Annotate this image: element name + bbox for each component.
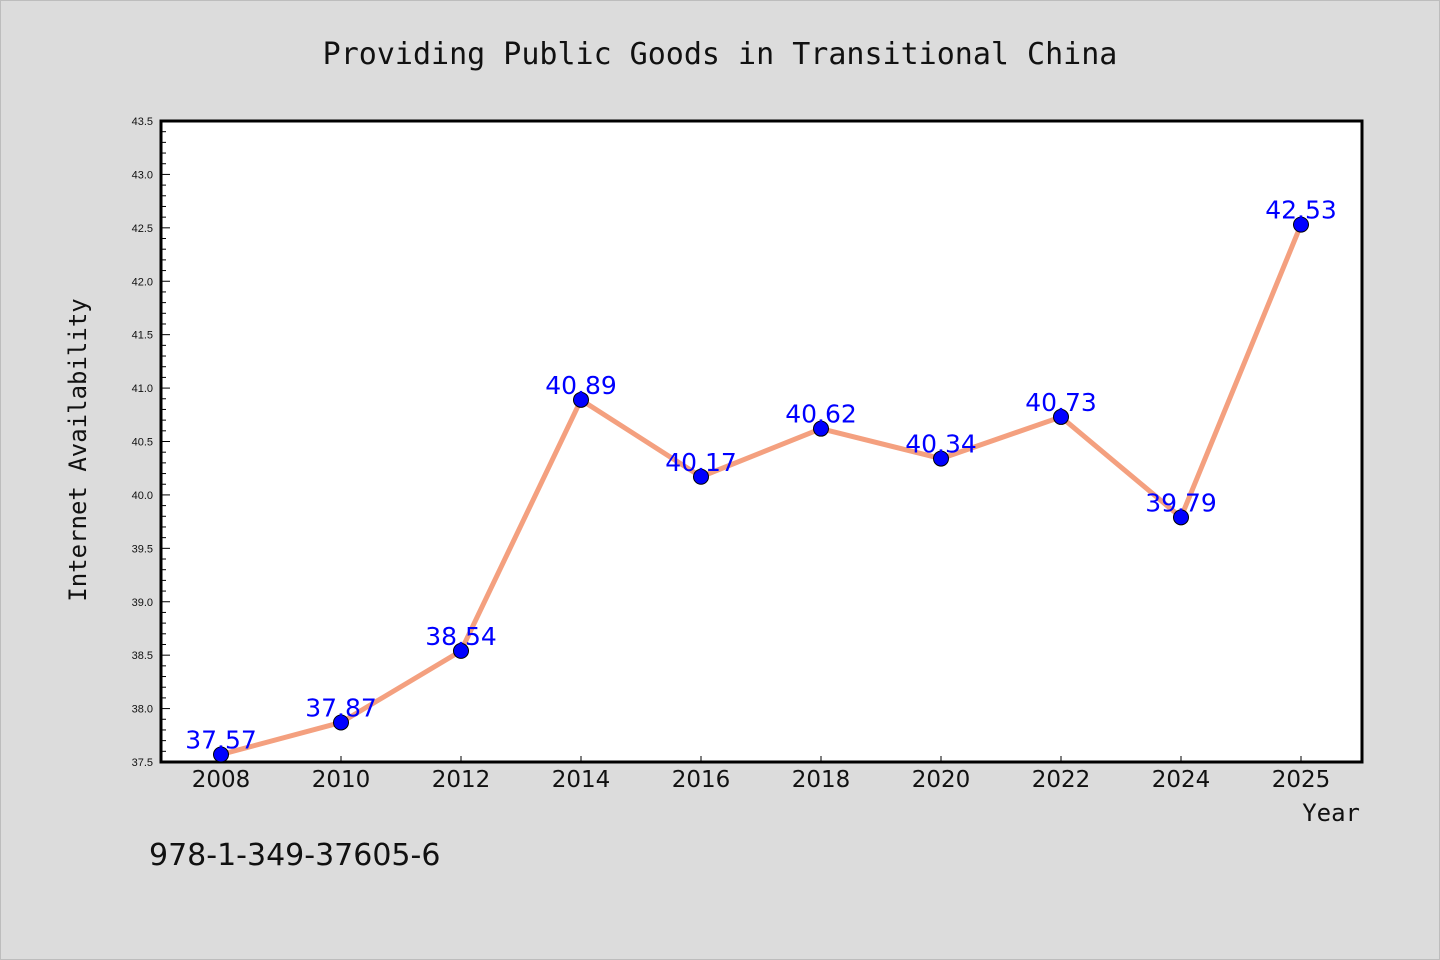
data-point bbox=[213, 746, 229, 763]
x-tick-label: 2016 bbox=[672, 767, 731, 793]
footnote-isbn: 978-1-349-37605-6 bbox=[149, 838, 440, 873]
x-tick-label: 2022 bbox=[1032, 767, 1091, 793]
x-tick-label: 2020 bbox=[912, 767, 971, 793]
data-point bbox=[813, 420, 829, 437]
data-label: 38.54 bbox=[425, 622, 497, 651]
y-tick-label: 40.0 bbox=[132, 490, 153, 502]
data-point bbox=[453, 642, 469, 659]
y-tick-label: 42.5 bbox=[132, 223, 153, 235]
x-tick-label: 2012 bbox=[432, 767, 491, 793]
data-label: 40.34 bbox=[905, 430, 977, 459]
y-tick-label: 39.5 bbox=[132, 543, 153, 555]
x-tick-label: 2010 bbox=[312, 767, 371, 793]
chart-title: Providing Public Goods in Transitional C… bbox=[323, 37, 1118, 72]
data-label: 40.73 bbox=[1025, 388, 1097, 417]
y-tick-label: 43.0 bbox=[132, 169, 153, 181]
data-label: 37.87 bbox=[305, 693, 377, 722]
x-axis: 2008 2010 2012 2014 2016 2018 2020 2022 2024 2025 bbox=[192, 756, 1331, 793]
y-tick-label: 41.5 bbox=[132, 330, 153, 342]
y-tick-label: 37.5 bbox=[132, 757, 153, 769]
data-label: 40.89 bbox=[545, 371, 617, 400]
data-point bbox=[1053, 408, 1069, 425]
x-axis-label: Year bbox=[1302, 799, 1360, 827]
y-tick-label: 41.0 bbox=[132, 383, 153, 395]
y-tick-label: 40.5 bbox=[132, 437, 153, 449]
x-tick-label: 2024 bbox=[1152, 767, 1211, 793]
data-point bbox=[1173, 509, 1189, 526]
data-point bbox=[693, 468, 709, 485]
data-point bbox=[1293, 216, 1309, 233]
data-label: 42.53 bbox=[1265, 196, 1337, 225]
y-axis-label: Internet Availability bbox=[64, 298, 92, 601]
data-point bbox=[933, 450, 949, 467]
x-tick-label: 2008 bbox=[192, 767, 251, 793]
y-tick-label: 38.5 bbox=[132, 650, 153, 662]
y-tick-label: 43.5 bbox=[132, 116, 153, 128]
x-tick-label: 2018 bbox=[792, 767, 851, 793]
series-markers bbox=[213, 216, 1309, 763]
y-tick-label: 38.0 bbox=[132, 704, 153, 716]
y-axis: 37.5 38.0 38.5 39.0 39.5 40.0 40.5 41.0 41.5 42.0… bbox=[132, 116, 170, 769]
series-polyline bbox=[220, 223, 1304, 757]
series-line bbox=[220, 223, 1304, 757]
x-tick-label: 2025 bbox=[1272, 767, 1331, 793]
y-tick-label: 42.0 bbox=[132, 276, 153, 288]
data-labels: 37.57 37.87 38.54 40.89 40.17 40.62 40.34 40.73… bbox=[185, 196, 1337, 755]
data-label: 39.79 bbox=[1145, 488, 1217, 517]
plot-area bbox=[159, 119, 1364, 764]
data-label: 40.62 bbox=[785, 400, 857, 429]
data-point bbox=[573, 391, 589, 408]
data-point bbox=[333, 714, 349, 731]
x-tick-label: 2014 bbox=[552, 767, 611, 793]
y-tick-label: 39.0 bbox=[132, 597, 153, 609]
data-label: 37.57 bbox=[185, 726, 257, 755]
data-label: 40.17 bbox=[665, 448, 737, 477]
